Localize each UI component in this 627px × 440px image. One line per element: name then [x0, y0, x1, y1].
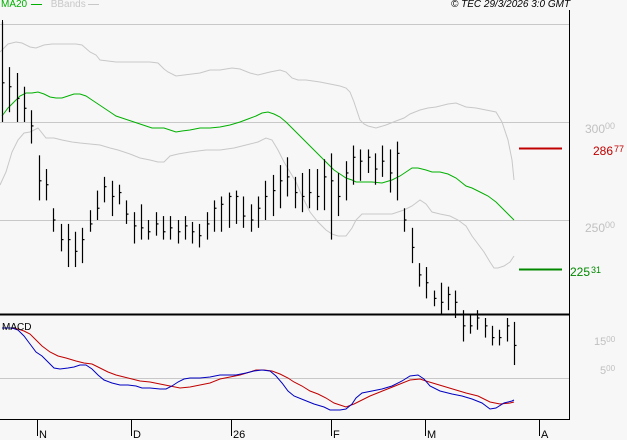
legend-bbands-label: BBands	[50, 0, 86, 10]
price-label-dec: 00	[605, 220, 616, 230]
resistance-label-main: 286	[593, 144, 614, 158]
legend-bbands-swatch	[87, 3, 99, 5]
macd-label-500: 500	[600, 363, 615, 377]
x-tick-label: D	[133, 429, 141, 440]
bollinger-bands	[0, 41, 515, 269]
price-label-main: 300	[585, 122, 606, 136]
legend-ma20-label: MA20	[1, 0, 28, 10]
price-label-300: 30000	[585, 120, 615, 135]
resistance-label-dec: 77	[614, 144, 625, 154]
macd-label-1500: 1500	[594, 334, 615, 348]
price-gridlines	[0, 24, 569, 221]
macd-line	[2, 327, 515, 411]
price-label-main: 250	[585, 221, 606, 235]
macd-label-dec: 00	[606, 335, 616, 344]
legend: MA20 BBands	[1, 0, 99, 11]
support-label-main: 225	[570, 265, 591, 279]
signal-line	[2, 327, 515, 408]
x-tick-label: 26	[233, 429, 245, 440]
price-label-dec: 00	[605, 121, 616, 131]
macd-label-dec: 00	[606, 364, 616, 373]
macd-label-main: 5	[600, 365, 607, 377]
copyright: © TEC 29/3/2026 3:0 GMT	[451, 0, 571, 10]
price-label-250: 25000	[585, 219, 615, 234]
macd-title: MACD	[2, 322, 32, 333]
x-axis: N D 26 F M A	[37, 420, 549, 440]
x-tick-label: A	[541, 429, 549, 440]
legend-ma20-swatch	[30, 3, 42, 5]
legend-ma20: MA20	[1, 0, 42, 10]
x-tick-label: F	[333, 429, 340, 440]
legend-bbands: BBands	[51, 0, 99, 10]
price-bars	[1, 22, 517, 366]
macd-label-main: 15	[594, 336, 607, 348]
x-tick-label: M	[427, 429, 436, 440]
resistance-label: 28677	[593, 143, 624, 157]
ma20-line	[1, 91, 515, 221]
x-tick-label: N	[39, 429, 47, 440]
support-label-dec: 31	[591, 265, 602, 275]
support-label: 22531	[570, 264, 601, 278]
